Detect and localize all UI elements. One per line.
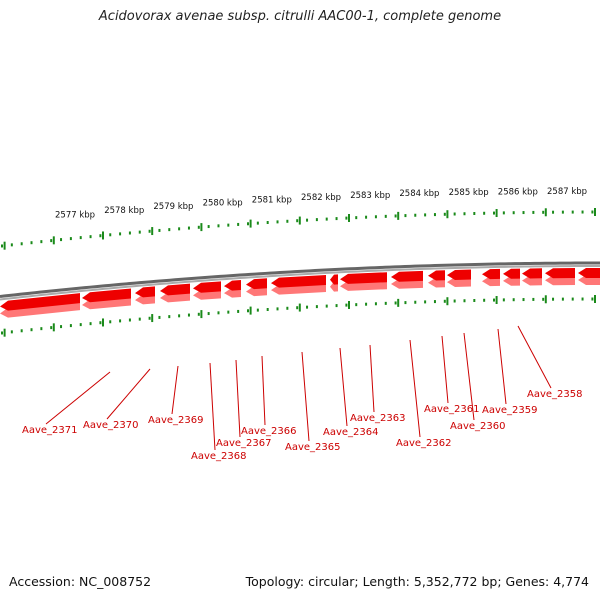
gene-label[interactable]: Aave_2361 (424, 404, 480, 415)
genome-summary-text: Topology: circular; Length: 5,352,772 bp… (245, 574, 589, 589)
gene-label-leader (441, 335, 449, 404)
gene-label-leader (209, 362, 216, 451)
gene-label-leader (339, 347, 348, 427)
gene-label[interactable]: Aave_2359 (482, 405, 538, 416)
scale-label: 2587 kbp (547, 187, 587, 197)
scale-label: 2586 kbp (498, 187, 538, 197)
gene-label[interactable]: Aave_2362 (396, 438, 452, 449)
gene-track (0, 268, 600, 318)
gene-label[interactable]: Aave_2369 (148, 415, 204, 426)
gene-arrow[interactable] (391, 270, 423, 282)
genome-backbone (0, 261, 600, 301)
gene-label[interactable]: Aave_2358 (527, 389, 583, 400)
scale-label: 2578 kbp (104, 206, 144, 216)
scale-label: 2582 kbp (301, 193, 341, 203)
gene-arrow[interactable] (330, 274, 338, 285)
genome-title: Acidovorax avenae subsp. citrulli AAC00-… (98, 9, 502, 24)
gene-arrow[interactable] (193, 281, 221, 293)
gene-label[interactable]: Aave_2366 (241, 426, 297, 437)
scale-bottom-track (1, 295, 596, 337)
gene-label-leader (45, 371, 111, 425)
gene-label-leader (171, 365, 179, 415)
gene-label[interactable]: Aave_2363 (350, 413, 406, 424)
gene-arrow[interactable] (246, 278, 267, 290)
gene-label[interactable]: Aave_2370 (83, 420, 139, 431)
scale-label: 2584 kbp (399, 189, 439, 199)
gene-label-leader (409, 339, 421, 438)
gene-label-leader (301, 351, 310, 442)
gene-label[interactable]: Aave_2367 (216, 438, 272, 449)
gene-label-leader (106, 368, 151, 420)
gene-label[interactable]: Aave_2371 (22, 425, 78, 436)
gene-arrow[interactable] (271, 274, 326, 288)
gene-labels: Aave_2371 Aave_2370 Aave_2369 Aave_2368 Aave… (22, 325, 583, 462)
gene-label-leader (369, 344, 375, 413)
gene-label-leader (463, 332, 475, 421)
gene-arrow[interactable] (545, 268, 575, 279)
gene-arrow[interactable] (0, 293, 80, 311)
gene-label[interactable]: Aave_2368 (191, 451, 247, 462)
scale-label: 2583 kbp (350, 191, 390, 201)
gene-label-leader (261, 355, 266, 426)
gene-label[interactable]: Aave_2360 (450, 421, 506, 432)
gene-arrow[interactable] (340, 272, 387, 284)
backbone-shadow (0, 265, 600, 301)
gene-label-leader (517, 325, 552, 389)
gene-arrow[interactable] (578, 268, 600, 279)
gene-arrow[interactable] (503, 268, 520, 279)
scale-label: 2585 kbp (449, 188, 489, 198)
gene-arrow[interactable] (135, 286, 155, 298)
gene-arrow[interactable] (447, 269, 471, 280)
gene-arrow[interactable] (428, 270, 445, 281)
gene-label[interactable]: Aave_2364 (323, 427, 379, 438)
backbone-line (0, 261, 600, 298)
gene-label-leader (497, 328, 507, 405)
gene-arrow[interactable] (522, 268, 542, 279)
accession-text: Accession: NC_008752 (9, 574, 152, 589)
gene-arrow[interactable] (160, 283, 190, 296)
scale-top-track: 2587 kbp 2586 kbp 2585 kbp 2584 kbp 2583 kbp… (1, 187, 596, 250)
gene-label[interactable]: Aave_2365 (285, 442, 341, 453)
scale-label: 2577 kbp (55, 210, 95, 220)
scale-label: 2580 kbp (203, 199, 243, 209)
gene-arrow[interactable] (82, 288, 131, 303)
gene-arrow[interactable] (482, 268, 500, 280)
gene-arrow[interactable] (224, 279, 241, 291)
scale-label: 2581 kbp (252, 196, 292, 206)
gene-label-leader (235, 359, 241, 438)
scale-label: 2579 kbp (153, 202, 193, 212)
